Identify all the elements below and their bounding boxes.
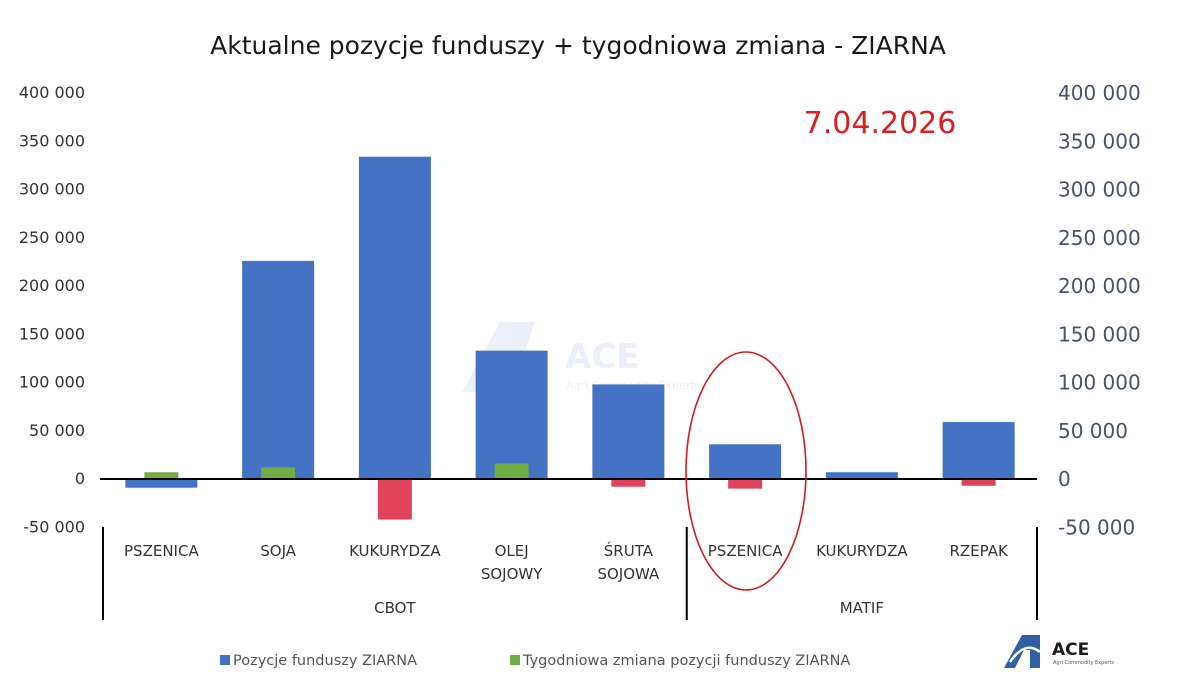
y-tick-label-left: -50 000 xyxy=(23,517,85,536)
category-label: PSZENICA xyxy=(124,542,199,560)
legend-swatch xyxy=(510,655,520,665)
highlight-ellipse xyxy=(685,351,807,591)
bar-pozycje-funduszy xyxy=(942,422,1015,479)
ace-logo: ACE Agri Commodity Experts xyxy=(1004,635,1114,668)
legend-swatch xyxy=(220,655,230,665)
y-tick-label-right: 0 xyxy=(1058,467,1071,491)
bar-pozycje-funduszy xyxy=(125,479,198,488)
bar-pozycje-funduszy xyxy=(825,472,898,479)
bar-tygodniowa-zmiana xyxy=(494,463,529,479)
bar-tygodniowa-zmiana xyxy=(144,472,179,479)
legend-label: Tygodniowa zmiana pozycji funduszy ZIARN… xyxy=(522,653,850,669)
legend-label: Pozycje funduszy ZIARNA xyxy=(233,653,417,669)
ace-logo-text: ACE xyxy=(1052,640,1089,660)
bar-pozycje-funduszy xyxy=(709,444,782,479)
bar-tygodniowa-zmiana xyxy=(377,479,412,520)
category-label: OLEJ xyxy=(495,542,529,560)
y-tick-label-left: 300 000 xyxy=(19,180,85,199)
y-tick-label-left: 0 xyxy=(75,469,85,488)
y-tick-label-left: 150 000 xyxy=(19,324,85,343)
category-label: PSZENICA xyxy=(708,542,783,560)
y-axis-left: -50 000 0 50 000 100 000 150 000 200 000 250 0… xyxy=(19,83,85,536)
group-label: MATIF xyxy=(840,599,884,617)
y-tick-label-left: 100 000 xyxy=(19,373,85,392)
bar-pozycje-funduszy xyxy=(592,384,665,479)
bar-tygodniowa-zmiana xyxy=(611,479,646,487)
y-tick-label-right: 100 000 xyxy=(1058,371,1141,395)
y-tick-label-right: 200 000 xyxy=(1058,274,1141,298)
bar-tygodniowa-zmiana xyxy=(261,467,296,479)
ace-logo-mark-icon xyxy=(1004,635,1040,668)
category-label: SOJOWY xyxy=(481,565,543,583)
category-label: KUKURYDZA xyxy=(816,542,908,560)
bar-pozycje-funduszy xyxy=(358,156,431,479)
y-tick-label-right: 250 000 xyxy=(1058,226,1141,250)
bar-pozycje-funduszy xyxy=(475,350,548,479)
bar-marks xyxy=(100,156,1037,520)
y-tick-label-left: 350 000 xyxy=(19,131,85,150)
y-tick-label-right: 300 000 xyxy=(1058,178,1141,202)
y-tick-label-left: 200 000 xyxy=(19,276,85,295)
y-tick-label-right: 50 000 xyxy=(1058,419,1128,443)
bar-tygodniowa-zmiana xyxy=(961,479,996,486)
category-axis: PSZENICA SOJA KUKURYDZA OLEJ SOJOWY ŚRUTA SOJO… xyxy=(102,527,1038,620)
bar-tygodniowa-zmiana xyxy=(728,479,763,489)
category-label: SOJOWA xyxy=(597,565,660,583)
ace-logo-subtitle: Agri Commodity Experts xyxy=(1053,660,1114,666)
y-axis-right: -50 000 0 50 000 100 000 150 000 200 000 250 0… xyxy=(1058,81,1141,539)
y-tick-label-left: 50 000 xyxy=(29,421,85,440)
watermark-text: ACE xyxy=(565,337,640,377)
group-label: CBOT xyxy=(374,599,416,617)
bar-pozycje-funduszy xyxy=(242,260,315,479)
chart-title: Aktualne pozycje funduszy + tygodniowa z… xyxy=(210,31,946,60)
y-tick-label-right: 150 000 xyxy=(1058,322,1141,346)
y-tick-label-right: -50 000 xyxy=(1058,515,1135,539)
category-label: KUKURYDZA xyxy=(349,542,441,560)
date-label: 7.04.2026 xyxy=(804,106,957,141)
y-tick-label-left: 250 000 xyxy=(19,228,85,247)
y-tick-label-right: 400 000 xyxy=(1058,81,1141,105)
y-tick-label-right: 350 000 xyxy=(1058,129,1141,153)
legend: Pozycje funduszy ZIARNA Tygodniowa zmiana… xyxy=(220,653,850,669)
category-label: ŚRUTA xyxy=(604,541,654,560)
y-tick-label-left: 400 000 xyxy=(19,83,85,102)
category-label: SOJA xyxy=(260,542,296,560)
category-label: RZEPAK xyxy=(949,542,1009,560)
